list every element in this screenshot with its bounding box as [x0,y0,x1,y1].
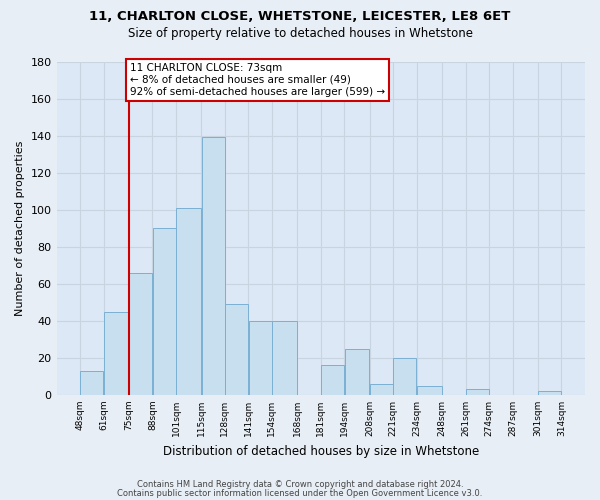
Bar [466,390,489,395]
Bar [80,371,103,395]
Bar [104,312,128,395]
Bar [394,358,416,395]
Bar [202,138,224,395]
Bar [272,321,297,395]
X-axis label: Distribution of detached houses by size in Whetstone: Distribution of detached houses by size … [163,444,479,458]
Text: 11, CHARLTON CLOSE, WHETSTONE, LEICESTER, LE8 6ET: 11, CHARLTON CLOSE, WHETSTONE, LEICESTER… [89,10,511,23]
Bar [417,386,442,395]
Bar [153,228,176,395]
Text: 11 CHARLTON CLOSE: 73sqm
← 8% of detached houses are smaller (49)
92% of semi-de: 11 CHARLTON CLOSE: 73sqm ← 8% of detache… [130,64,385,96]
Y-axis label: Number of detached properties: Number of detached properties [15,140,25,316]
Text: Contains public sector information licensed under the Open Government Licence v3: Contains public sector information licen… [118,488,482,498]
Bar [248,321,272,395]
Bar [321,366,344,395]
Bar [176,208,201,395]
Text: Size of property relative to detached houses in Whetstone: Size of property relative to detached ho… [128,28,473,40]
Bar [129,272,152,395]
Bar [225,304,248,395]
Bar [344,348,370,395]
Bar [370,384,393,395]
Text: Contains HM Land Registry data © Crown copyright and database right 2024.: Contains HM Land Registry data © Crown c… [137,480,463,489]
Bar [538,391,561,395]
